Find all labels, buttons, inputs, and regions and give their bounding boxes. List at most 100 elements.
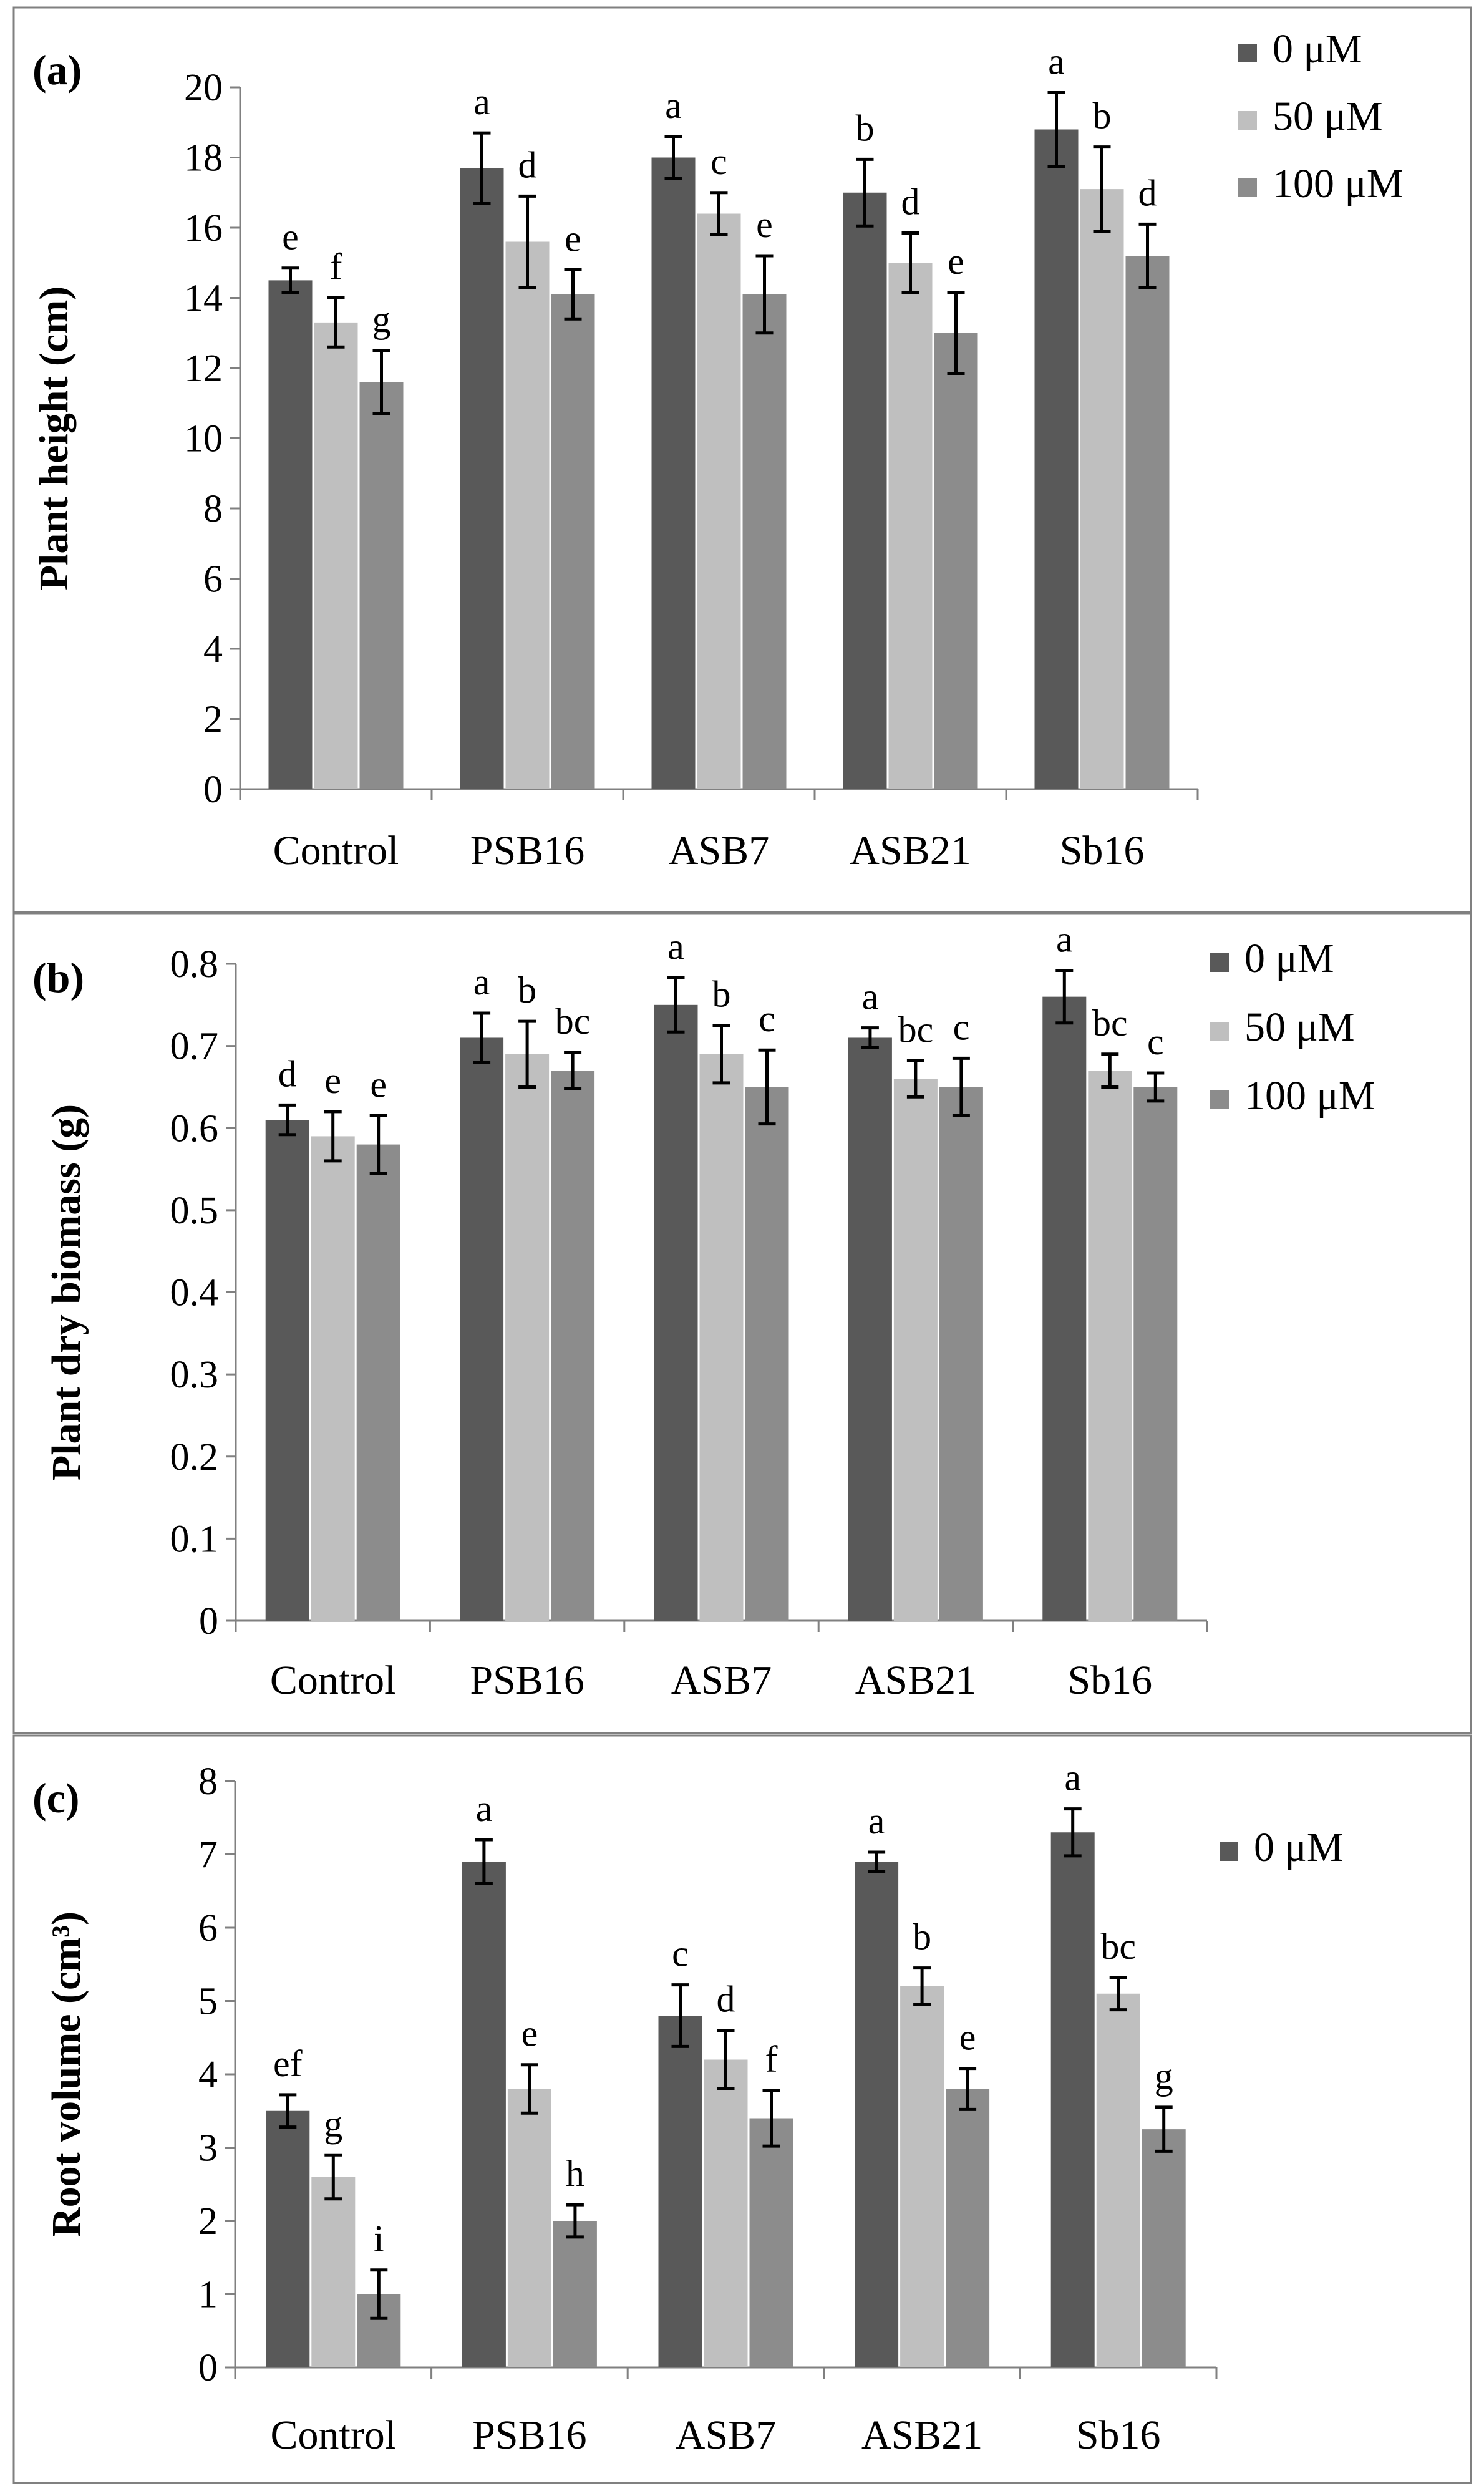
y-tick-label: 14 — [184, 278, 223, 320]
panel-label: (a) — [32, 46, 82, 94]
x-tick-label: Sb16 — [1060, 828, 1145, 873]
x-tick-label: ASB21 — [850, 828, 971, 873]
significance-label: a — [473, 961, 490, 1003]
legend-label: 50 μM — [1244, 1004, 1355, 1050]
y-tick-label: 5 — [198, 1981, 218, 2023]
y-tick-label: 0.6 — [170, 1107, 219, 1150]
bar — [697, 213, 741, 789]
bar — [1142, 2129, 1186, 2367]
legend: 0 μM 50 μM 100 μM — [1210, 936, 1375, 1119]
y-tick-label: 4 — [203, 628, 223, 671]
significance-label: g — [372, 299, 391, 340]
x-tick-label: PSB16 — [470, 828, 584, 873]
bar — [359, 382, 404, 789]
significance-label: a — [476, 1788, 493, 1829]
chart-panel-a: 0 2 4 6 8 10 12 14 16 18 20 Control PSB16 ASB7 ASB21 Sb… — [12, 6, 1472, 913]
bar — [1034, 129, 1079, 789]
bar — [1080, 189, 1124, 789]
bar — [946, 2089, 990, 2367]
legend-swatch — [1210, 1022, 1229, 1041]
y-tick-label: 7 — [198, 1834, 218, 1877]
significance-label: b — [518, 969, 536, 1011]
significance-label: bc — [555, 1001, 591, 1042]
bar — [1133, 1087, 1178, 1621]
y-tick-label: 8 — [198, 1760, 218, 1803]
y-tick-label: 0 — [203, 769, 223, 811]
significance-label: e — [756, 204, 773, 245]
bar — [266, 2110, 310, 2367]
bar — [356, 1144, 400, 1621]
bar — [848, 1037, 892, 1621]
x-tick-label: PSB16 — [472, 2412, 586, 2458]
significance-label: e — [521, 2013, 538, 2054]
y-tick-label: 18 — [184, 137, 223, 180]
y-tick-label: 8 — [203, 488, 223, 530]
significance-label: d — [1138, 172, 1157, 213]
significance-label: f — [330, 246, 342, 288]
y-tick-label: 3 — [198, 2127, 218, 2170]
significance-label: e — [565, 218, 581, 260]
x-tick-label: ASB21 — [855, 1658, 976, 1703]
legend-label: 100 μM — [1273, 161, 1404, 206]
y-tick-label: 10 — [184, 418, 223, 460]
significance-label: d — [717, 1979, 735, 2020]
x-tick-label: Sb16 — [1076, 2412, 1161, 2458]
y-tick-label: 0 — [198, 2347, 218, 2389]
legend: 0 μM — [1220, 1825, 1344, 1870]
y-tick-label: 16 — [184, 207, 223, 250]
significance-label: a — [667, 926, 684, 967]
bar — [1088, 1071, 1132, 1621]
significance-label: h — [566, 2153, 584, 2194]
bar — [939, 1087, 983, 1621]
significance-label: c — [1147, 1021, 1164, 1062]
significance-label: e — [370, 1064, 387, 1105]
x-tick-label: Control — [270, 1658, 396, 1703]
bar — [314, 322, 358, 789]
y-tick-label: 0.8 — [170, 943, 219, 986]
significance-label: i — [374, 2218, 384, 2260]
legend-label: 0 μM — [1254, 1825, 1344, 1870]
panel-label: (c) — [32, 1774, 79, 1822]
legend-swatch — [1238, 44, 1257, 62]
significance-label: b — [913, 1916, 931, 1958]
y-tick-label: 0.2 — [170, 1436, 219, 1479]
legend-label: 0 μM — [1244, 936, 1334, 981]
bar — [704, 2059, 748, 2367]
y-tick-label: 0 — [199, 1600, 218, 1643]
significance-label: e — [948, 241, 964, 282]
x-tick-label: ASB7 — [669, 828, 769, 873]
legend-swatch — [1238, 178, 1257, 197]
significance-label: d — [278, 1053, 297, 1094]
significance-label: c — [710, 141, 727, 182]
bar — [651, 157, 696, 789]
significance-label: a — [1064, 1757, 1081, 1799]
significance-label: d — [901, 181, 920, 222]
x-tick-label: Control — [273, 828, 399, 873]
y-tick-label: 12 — [184, 347, 223, 390]
y-tick-label: 0.5 — [170, 1190, 219, 1232]
bar — [551, 294, 595, 789]
y-tick-label: 4 — [198, 2054, 218, 2096]
legend: 0 μM 50 μM 100 μM — [1238, 26, 1404, 206]
legend-swatch — [1220, 1842, 1238, 1861]
bar — [505, 241, 550, 789]
significance-label: e — [959, 2017, 976, 2058]
bar — [311, 1136, 355, 1621]
legend-swatch — [1210, 953, 1229, 972]
y-tick-label: 2 — [203, 699, 223, 741]
significance-label: f — [765, 2039, 778, 2080]
significance-label: e — [282, 216, 299, 258]
panel-border — [12, 6, 1472, 913]
significance-label: c — [759, 998, 775, 1039]
panel-border — [12, 1734, 1472, 2484]
bar — [1050, 1832, 1095, 2367]
chart-panel-b: 0 0.1 0.2 0.3 0.4 0.5 0.6 0.7 0.8 Control PSB16 ASB… — [12, 912, 1472, 1734]
bar — [265, 1120, 309, 1621]
y-tick-label: 0.4 — [170, 1272, 219, 1314]
bar — [843, 192, 887, 789]
y-axis-title: Plant height (cm) — [31, 286, 77, 591]
legend-swatch — [1210, 1090, 1229, 1109]
x-tick-label: Sb16 — [1067, 1658, 1152, 1703]
significance-label: a — [1048, 41, 1065, 82]
